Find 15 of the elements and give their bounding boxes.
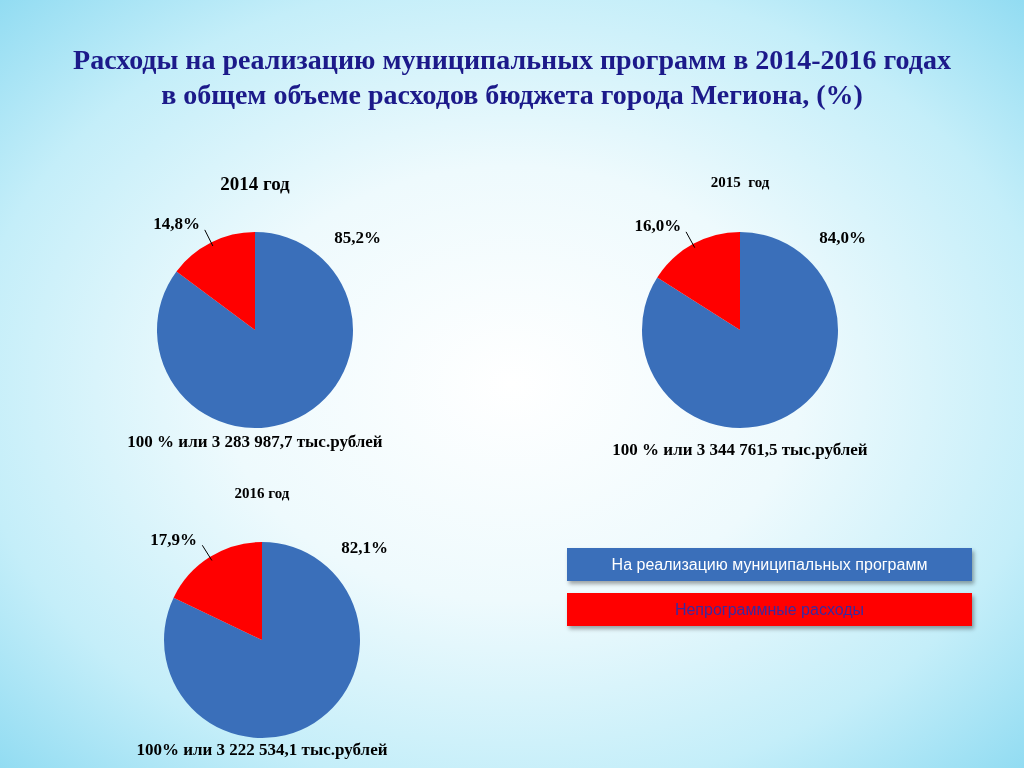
data-label: 82,1%: [341, 537, 389, 557]
text: 100% или 3 222 534,1 тыс.рублей: [135, 740, 389, 760]
data-label: 84,0%: [819, 227, 867, 247]
chart-title: 2014 год: [219, 173, 291, 195]
legend-label: На реализацию муниципальных программ: [611, 555, 928, 575]
chart-title: 2015 год: [709, 174, 771, 191]
data-label: 16,0%: [634, 215, 682, 235]
text: 100 % или 3 344 761,5 тыс.рублей: [611, 440, 869, 460]
data-label: 85,2%: [334, 227, 382, 247]
text: 100 % или 3 283 987,7 тыс.рублей: [126, 432, 384, 452]
legend-label: Непрограммные расходы: [674, 600, 865, 620]
data-label: 14,8%: [153, 213, 201, 233]
data-label: 17,9%: [150, 529, 198, 549]
text: Расходы на реализацию муниципальных программ в 2014-2016 годах в общем объеме расходов бюджета города Мегиона, (%): [72, 43, 952, 112]
chart-title: 2016 год: [233, 485, 291, 502]
